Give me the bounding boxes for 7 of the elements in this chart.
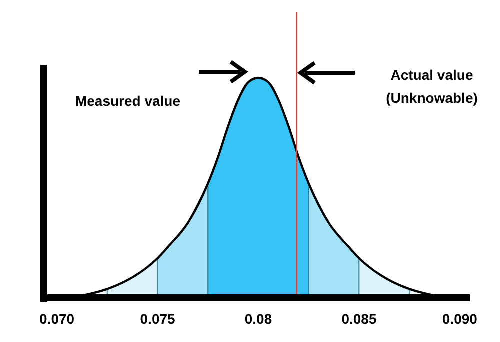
x-tick-label: 0.070 (40, 310, 75, 327)
x-tick-label: 0.090 (442, 310, 478, 327)
x-tick-label: 0.075 (140, 310, 176, 327)
x-tick-label: 0.085 (342, 310, 377, 327)
x-tick-label: 0.08 (244, 310, 272, 327)
annotation: Measured value (75, 93, 181, 109)
annotation: Actual value (Unknowable) (386, 67, 478, 106)
